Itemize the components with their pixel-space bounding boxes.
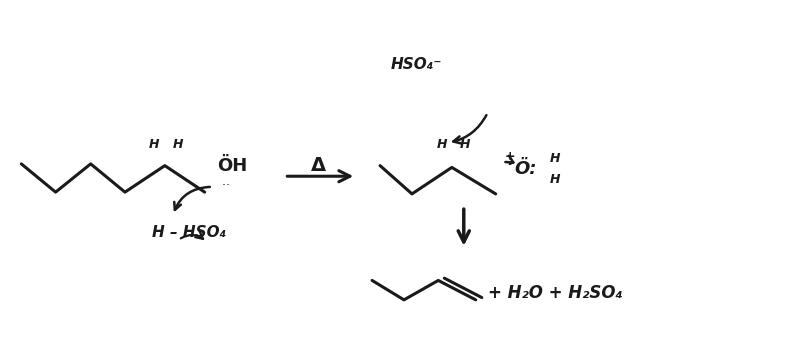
Text: ··: ·· — [222, 179, 234, 192]
Text: + H₂O + H₂SO₄: + H₂O + H₂SO₄ — [488, 284, 622, 302]
Text: HSO₄⁻: HSO₄⁻ — [390, 57, 442, 73]
Text: H: H — [173, 138, 184, 151]
Text: H: H — [437, 138, 447, 151]
Text: +: + — [505, 150, 515, 163]
Text: Ö:: Ö: — [514, 160, 538, 178]
Text: H: H — [460, 138, 470, 151]
Text: H: H — [150, 138, 160, 151]
Text: H – HSO₄: H – HSO₄ — [152, 225, 226, 240]
Text: H: H — [550, 152, 561, 165]
Text: ÖH: ÖH — [217, 157, 247, 175]
Text: Δ: Δ — [311, 156, 326, 175]
Text: H: H — [550, 173, 561, 186]
